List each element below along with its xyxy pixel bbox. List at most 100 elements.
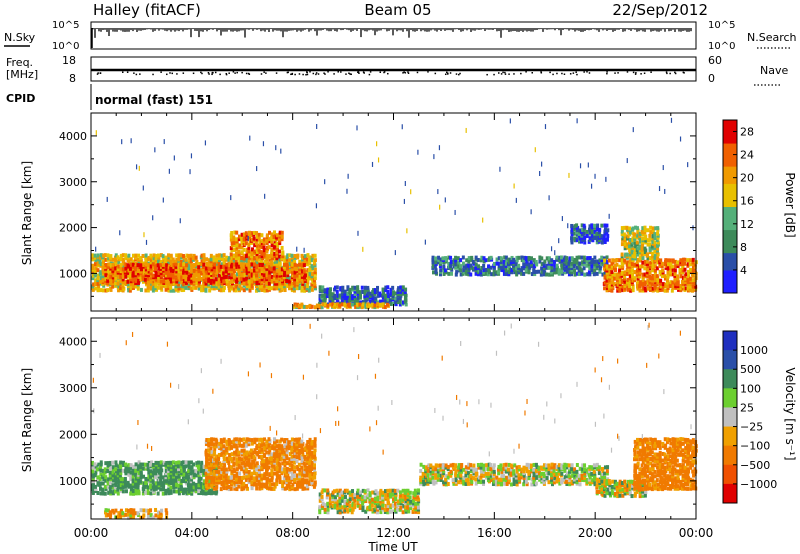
power-cell [262,239,266,244]
velocity-cell [97,462,101,467]
power-cell [282,262,286,267]
power-colorbar-segment [723,183,737,190]
power-cell [263,283,267,288]
power-cell [587,239,591,244]
nave-dot [245,72,248,75]
velocity-cell [200,467,204,472]
power-cell [628,276,632,281]
nsearch-tick-bottom: 10^0 [708,41,735,52]
velocity-cell [91,460,95,465]
power-cell [611,272,615,277]
velocity-cell [270,454,274,459]
nave-dot [362,71,365,73]
power-cell [666,284,670,289]
power-cell [210,277,214,282]
power-cell [454,262,458,267]
power-cell [469,265,473,270]
power-cell [630,242,634,247]
power-cell [583,261,587,266]
velocity-cell [145,479,149,484]
power-cell [202,286,206,291]
power-cell [91,253,95,258]
power-cell [172,288,176,293]
power-cell [320,287,324,292]
power-cell [278,273,282,278]
power-cell [162,257,166,262]
power-cell [275,259,279,264]
power-cell [257,247,261,252]
velocity-cell [180,478,184,483]
power-colorbar-segment [723,258,737,265]
power-cell [615,280,619,285]
power-cell [457,260,461,265]
power-cell [606,275,610,280]
power-cell [371,304,375,309]
velocity-cell [255,486,259,491]
velocity-cell [207,467,211,472]
power-cell [111,284,115,289]
power-cell [121,277,125,282]
velocity-cell [103,491,107,496]
power-cell [265,245,269,250]
power-cell [292,281,296,286]
power-cell [633,254,637,259]
power-cell [629,230,633,235]
power-cell [641,243,645,248]
velocity-cell [245,474,249,479]
power-cell [558,255,562,260]
power-cell [260,279,264,284]
velocity-cell [227,441,231,446]
power-cell [509,259,513,264]
power-speck [544,124,547,130]
power-cell [391,285,395,290]
power-cell [119,253,123,258]
velocity-cell [212,442,216,447]
power-cell [91,273,95,278]
velocity-cell [213,474,217,479]
velocity-cell [275,465,279,470]
velocity-cell [210,488,214,493]
nave-dot [333,73,335,75]
power-cell [575,228,579,233]
velocity-cell [116,468,120,473]
power-cell [361,300,365,305]
velocity-cell [245,437,249,442]
power-cell [124,256,128,261]
power-cell [275,261,279,266]
power-cell [630,261,634,266]
power-cell [363,285,367,290]
power-cell [587,262,591,267]
velocity-cell [273,442,277,447]
velocity-cell [227,458,231,463]
power-cell [131,262,135,267]
power-cell [623,238,627,243]
power-cell [144,288,148,293]
power-cell [220,262,224,267]
power-cell [431,264,435,269]
power-speck [357,230,359,236]
power-cell [270,243,274,248]
nave-dot [211,73,213,76]
power-cell [262,286,266,291]
power-cell [673,272,677,277]
velocity-cell [273,484,277,489]
power-cell [253,262,257,267]
power-cell [625,262,629,267]
power-cell [137,253,141,258]
power-cell [154,284,158,289]
power-cell [603,223,607,228]
velocity-cell [225,441,229,446]
power-cell [601,238,605,243]
nave-dot [446,71,448,74]
power-cell [605,223,609,228]
velocity-cell [167,466,171,471]
power-cell [192,285,196,290]
power-cell [107,256,111,261]
velocity-cell [205,475,209,480]
velocity-cell [250,455,254,460]
power-cell [129,257,133,262]
freq-label-line1: Freq. [6,56,33,69]
velocity-cell [213,450,217,455]
power-cell [452,262,456,267]
velocity-cell [199,476,203,481]
